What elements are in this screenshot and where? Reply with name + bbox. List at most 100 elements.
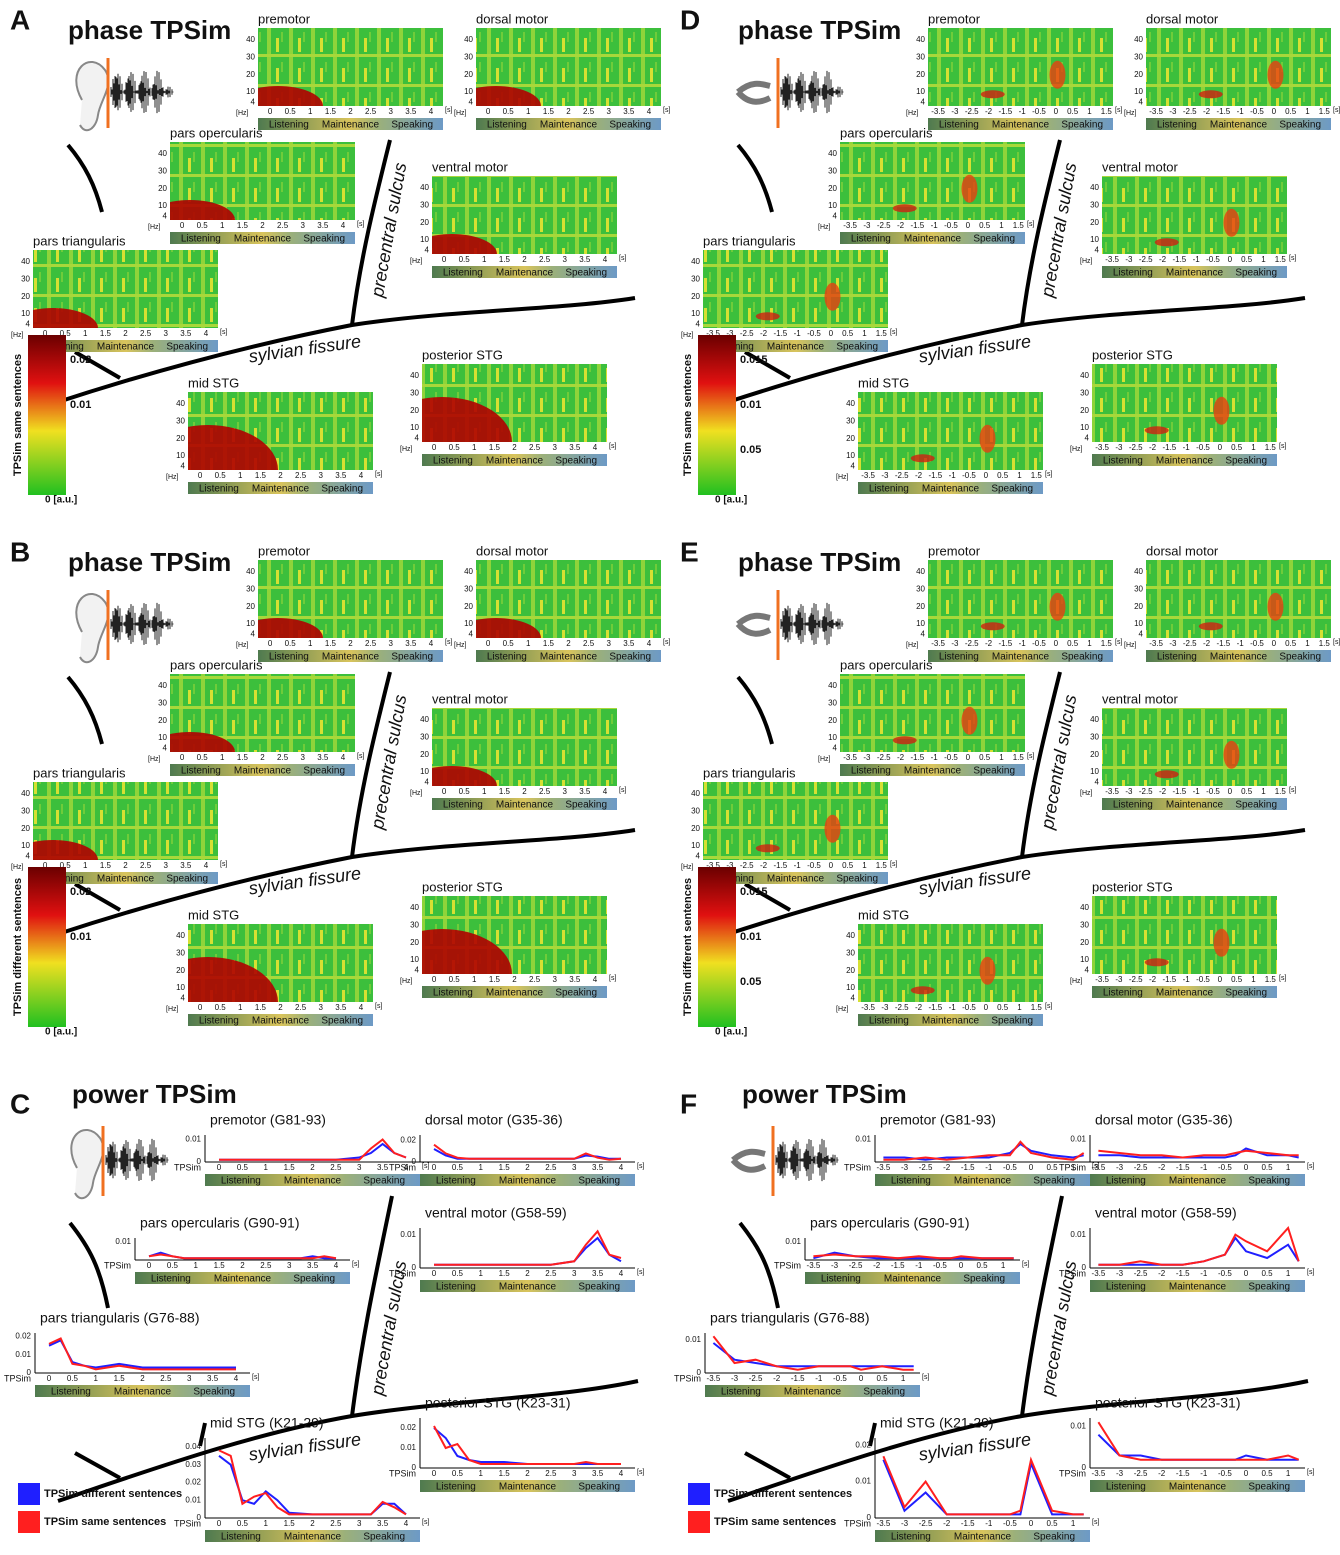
x-tick-label: 2.5: [277, 753, 289, 762]
page: {"figure": { "freq_ticks": [40, 30, 20, …: [0, 0, 1340, 1555]
x-tick-label: 1: [83, 329, 88, 338]
x-tick-label: -3.5: [807, 1261, 821, 1270]
y-tick-label: 30: [1090, 201, 1099, 210]
x-tick-label: 3: [187, 1374, 192, 1383]
phase-label: Speaking: [1279, 120, 1321, 131]
panel-title: power TPSim: [742, 1079, 907, 1109]
x-tick-label: 0: [198, 471, 203, 480]
phase-label: Listening: [181, 234, 221, 245]
y-tick-label: 40: [410, 903, 419, 912]
x-tick-label: 3: [357, 1163, 362, 1172]
x-tick-label: -3.5: [707, 1374, 721, 1383]
x-tick-label: 3: [562, 255, 567, 264]
x-tick-label: 0.5: [1261, 1469, 1273, 1478]
time-unit: [s]: [637, 1269, 644, 1276]
x-tick-label: 1.5: [237, 753, 249, 762]
x-tick-label: -3: [1116, 1469, 1124, 1478]
x-tick-label: 1.5: [284, 1519, 296, 1528]
y-tick-label: 40: [916, 567, 925, 576]
spectrogram-hotspot: [1155, 238, 1179, 246]
x-tick-label: -1: [985, 1163, 993, 1172]
x-tick-label: -2: [1149, 975, 1157, 984]
x-tick-label: -2.5: [895, 1003, 909, 1012]
spectrogram-hotspot: [981, 90, 1005, 98]
x-tick-label: -3: [1125, 255, 1133, 264]
y-tick-label: 4: [696, 320, 701, 329]
tpsim-line: [713, 1343, 913, 1366]
y-tick-label: 20: [158, 716, 167, 725]
x-tick-label: 0.5: [215, 471, 227, 480]
x-tick-label: 3.5: [377, 1519, 389, 1528]
spectrogram-hotspot: [1050, 61, 1066, 89]
phase-label: Listening: [869, 1016, 909, 1027]
x-tick-label: 0: [217, 1519, 222, 1528]
x-tick-label: -1.5: [910, 221, 924, 230]
x-tick-label: -3.5: [843, 221, 857, 230]
colorbar-tick-label: 0.02: [70, 354, 91, 366]
colorbar-tick-label: 0 [a.u.]: [715, 495, 747, 506]
x-tick-label: 1.5: [1013, 221, 1025, 230]
x-tick-label: 0.5: [1285, 639, 1297, 648]
ear-icon: [71, 1130, 103, 1198]
phase-label: Listening: [1106, 1482, 1146, 1493]
x-tick-label: -2.5: [965, 639, 979, 648]
x-tick-label: 0.5: [285, 639, 297, 648]
x-tick-label: 1: [526, 107, 531, 116]
x-tick-label: 3: [562, 787, 567, 796]
region-label: posterior STG: [1092, 879, 1173, 894]
time-unit: [s]: [1092, 1519, 1099, 1526]
region-label: premotor: [928, 543, 981, 558]
spectrogram-hotspot: [980, 957, 996, 985]
region-label: ventral motor: [432, 691, 509, 706]
y-tick-label: 40: [1134, 35, 1143, 44]
x-tick-label: 1: [308, 107, 313, 116]
y-tick-label: 4: [833, 744, 838, 753]
y-tick-label: 0.02: [400, 1136, 416, 1145]
spectrogram: [1146, 560, 1331, 638]
y-tick-label: 40: [158, 149, 167, 158]
x-tick-label: 1.5: [489, 975, 501, 984]
region-label: premotor: [928, 11, 981, 26]
x-tick-label: 2.5: [277, 221, 289, 230]
x-tick-label: 0: [1054, 107, 1059, 116]
phase-label: Maintenance: [499, 1176, 557, 1187]
x-tick-label: 3: [572, 1163, 577, 1172]
x-tick-label: -3.5: [1092, 1269, 1106, 1278]
x-tick-label: -3.5: [1105, 255, 1119, 264]
x-tick-label: 1: [1286, 1269, 1291, 1278]
x-tick-label: -0.5: [1218, 1163, 1232, 1172]
x-tick-label: 4: [619, 1269, 624, 1278]
x-tick-label: 0: [966, 221, 971, 230]
spectrogram-hotspot: [756, 312, 780, 320]
ear-icon: [76, 594, 108, 662]
phase-label: Maintenance: [234, 234, 292, 245]
phase-label: Listening: [1113, 800, 1153, 811]
x-tick-label: 2.5: [529, 975, 541, 984]
x-tick-label: 0: [829, 329, 834, 338]
x-tick-label: -1.5: [891, 1261, 905, 1270]
colorbar-tick-label: 0.01: [70, 399, 91, 411]
spectrogram-hotspot: [1268, 593, 1284, 621]
x-tick-label: 0.5: [237, 1163, 249, 1172]
x-tick-label: 0: [966, 753, 971, 762]
y-tick-label: 30: [916, 53, 925, 62]
y-tick-label: 20: [846, 966, 855, 975]
phase-label: Listening: [221, 1176, 261, 1187]
region-label: mid STG (K21-29): [210, 1415, 324, 1431]
freq-unit: [Hz]: [1080, 258, 1093, 265]
phase-label: Speaking: [1061, 120, 1103, 131]
phase-label: Maintenance: [540, 652, 598, 663]
y-tick-label: 10: [828, 733, 837, 742]
y-tick-label: 40: [420, 183, 429, 192]
x-tick-label: -3.5: [931, 639, 945, 648]
spectrogram-hotspot: [825, 815, 841, 843]
sulcus-label: precentral sulcus: [367, 693, 410, 831]
x-tick-label: 0.5: [215, 1003, 227, 1012]
x-tick-label: -0.5: [1196, 443, 1210, 452]
x-tick-label: 0.5: [842, 329, 854, 338]
x-tick-label: 0: [1029, 1163, 1034, 1172]
tpsim-line: [49, 1340, 236, 1367]
x-tick-label: 2.5: [330, 1163, 342, 1172]
x-tick-label: 0: [1218, 975, 1223, 984]
x-tick-label: 1.5: [1275, 255, 1287, 264]
